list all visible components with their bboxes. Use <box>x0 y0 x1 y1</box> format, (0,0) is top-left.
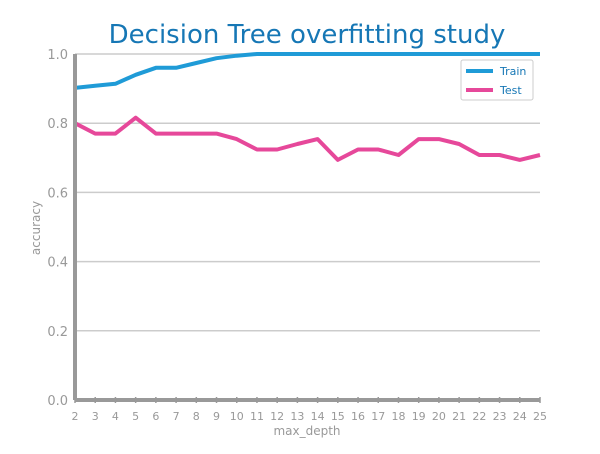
x-tick-label: 24 <box>513 410 527 423</box>
x-tick-label: 4 <box>112 410 119 423</box>
x-tick-label: 22 <box>472 410 486 423</box>
x-tick-label: 14 <box>311 410 325 423</box>
legend[interactable]: Train Test <box>460 59 534 101</box>
x-tick-label: 20 <box>432 410 446 423</box>
y-tick-label: 0.6 <box>47 186 68 201</box>
x-tick-label: 12 <box>270 410 284 423</box>
x-tick-label: 13 <box>290 410 304 423</box>
legend-label-train: Train <box>499 65 526 78</box>
series-lines <box>74 52 541 162</box>
tick-labels: 0.00.20.40.60.81.02 3 4 5 6 7 8 9 10 11 12 13 14 15 16… <box>47 48 547 423</box>
y-tick-label: 1.0 <box>47 48 68 63</box>
x-tick-label: 9 <box>213 410 220 423</box>
y-tick-label: 0.8 <box>47 117 68 132</box>
x-tick-label: 16 <box>351 410 365 423</box>
y-tick-label: 0.2 <box>47 325 68 340</box>
x-tick-label: 5 <box>132 410 139 423</box>
x-tick-label: 8 <box>193 410 200 423</box>
x-tick-label: 23 <box>493 410 507 423</box>
chart-title: Decision Tree overfitting study <box>109 20 506 50</box>
x-tick-label: 2 <box>72 410 79 423</box>
y-tick-label: 0.4 <box>47 256 68 271</box>
x-axis-label: max_depth <box>273 424 340 438</box>
x-tick-label: 6 <box>152 410 159 423</box>
x-tick-label: 25 <box>533 410 547 423</box>
axes <box>73 54 541 403</box>
x-tick-label: 17 <box>371 410 385 423</box>
series-line-test <box>74 115 541 162</box>
x-tick-label: 19 <box>412 410 426 423</box>
x-tick-label: 11 <box>250 410 264 423</box>
x-tick-label: 18 <box>391 410 405 423</box>
y-axis-label: accuracy <box>29 201 43 255</box>
x-tick-label: 15 <box>331 410 345 423</box>
x-tick-label: 21 <box>452 410 466 423</box>
gridlines <box>75 53 540 401</box>
x-tick-label: 10 <box>230 410 244 423</box>
series-line-train <box>74 52 540 90</box>
y-tick-label: 0.0 <box>47 394 68 409</box>
legend-label-test: Test <box>499 84 522 97</box>
x-tick-label: 7 <box>173 410 180 423</box>
x-tick-label: 3 <box>92 410 99 423</box>
